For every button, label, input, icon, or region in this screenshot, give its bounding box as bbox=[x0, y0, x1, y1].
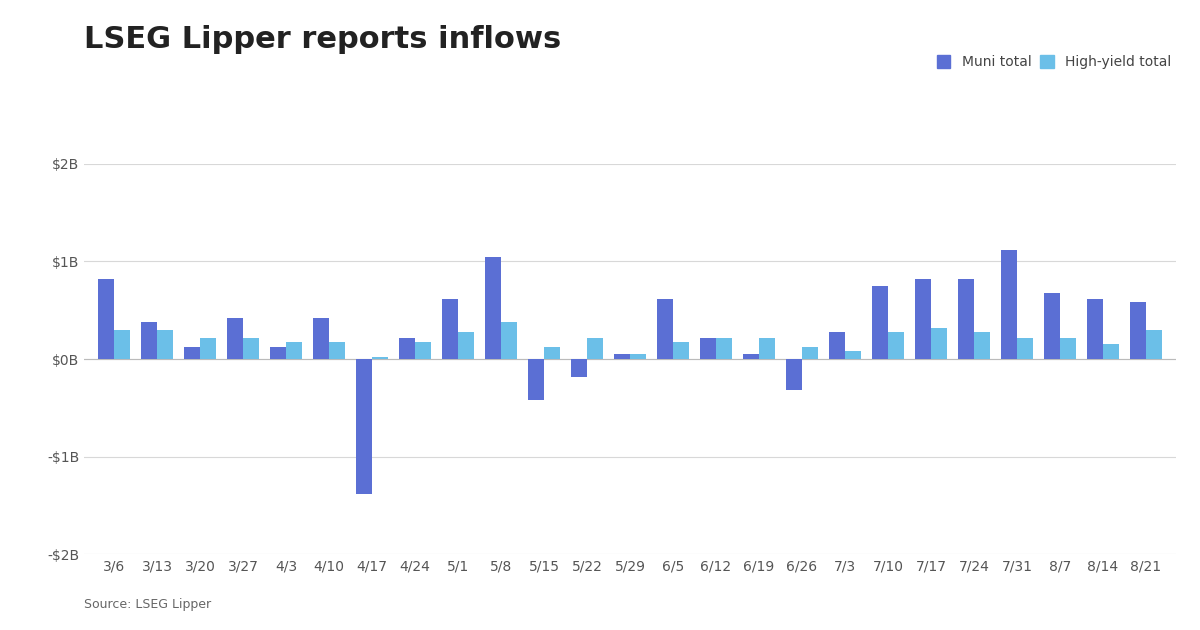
Bar bbox=[743, 354, 758, 359]
Bar bbox=[140, 322, 157, 359]
Bar bbox=[673, 341, 689, 359]
Bar bbox=[958, 279, 974, 359]
Text: Source: LSEG Lipper: Source: LSEG Lipper bbox=[84, 598, 211, 611]
Bar bbox=[1016, 338, 1033, 359]
Bar bbox=[372, 357, 389, 359]
Bar bbox=[716, 338, 732, 359]
Bar bbox=[184, 347, 200, 359]
Bar bbox=[888, 332, 905, 359]
Bar bbox=[485, 256, 502, 359]
Bar bbox=[630, 354, 647, 359]
Bar bbox=[227, 318, 244, 359]
Bar bbox=[244, 338, 259, 359]
Bar bbox=[1044, 293, 1060, 359]
Bar bbox=[1129, 302, 1146, 359]
Bar bbox=[355, 359, 372, 494]
Bar bbox=[786, 359, 802, 391]
Bar bbox=[329, 341, 346, 359]
Text: LSEG Lipper reports inflows: LSEG Lipper reports inflows bbox=[84, 25, 562, 54]
Bar bbox=[528, 359, 544, 400]
Bar bbox=[802, 347, 818, 359]
Bar bbox=[502, 322, 517, 359]
Bar bbox=[415, 341, 431, 359]
Bar bbox=[458, 332, 474, 359]
Bar bbox=[914, 279, 931, 359]
Bar bbox=[114, 330, 131, 359]
Bar bbox=[587, 338, 604, 359]
Bar bbox=[286, 341, 302, 359]
Bar bbox=[613, 354, 630, 359]
Bar bbox=[758, 338, 775, 359]
Bar bbox=[1103, 345, 1120, 359]
Bar bbox=[871, 286, 888, 359]
Bar bbox=[442, 299, 458, 359]
Bar bbox=[974, 332, 990, 359]
Bar bbox=[398, 338, 415, 359]
Legend: Muni total, High-yield total: Muni total, High-yield total bbox=[932, 51, 1175, 73]
Bar bbox=[1001, 249, 1016, 359]
Bar bbox=[97, 279, 114, 359]
Bar bbox=[544, 347, 560, 359]
Bar bbox=[1060, 338, 1076, 359]
Bar bbox=[571, 359, 587, 377]
Bar bbox=[1146, 330, 1163, 359]
Bar bbox=[700, 338, 716, 359]
Bar bbox=[829, 332, 845, 359]
Bar bbox=[656, 299, 673, 359]
Bar bbox=[313, 318, 329, 359]
Bar bbox=[1086, 299, 1103, 359]
Bar bbox=[157, 330, 174, 359]
Bar bbox=[931, 328, 947, 359]
Bar bbox=[845, 352, 862, 359]
Bar bbox=[200, 338, 216, 359]
Bar bbox=[270, 347, 286, 359]
